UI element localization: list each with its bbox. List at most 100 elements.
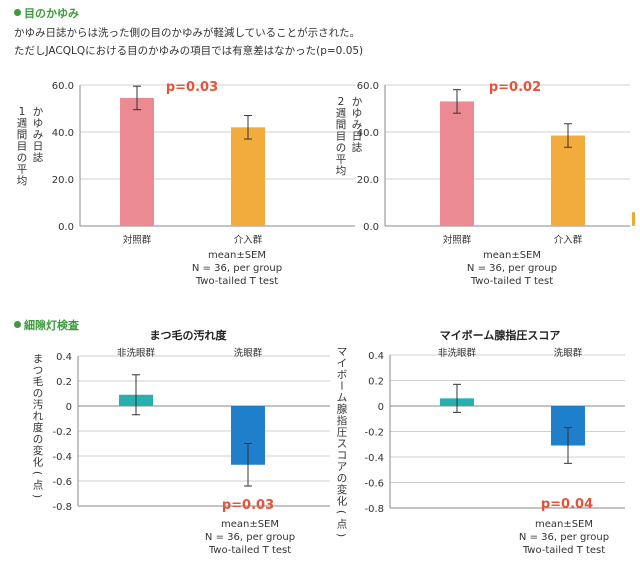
y-tick-label: 60.0 <box>52 81 74 92</box>
y-axis-label: ( <box>31 471 43 475</box>
chart2-notes: mean±SEM N = 36, per group Two-tailed T … <box>422 249 602 288</box>
y-axis-label: ( <box>335 510 347 514</box>
category-label: 対照群 <box>443 234 472 246</box>
y-axis-label: 均 <box>17 175 28 187</box>
intro-line-1: かゆみ日誌からは洗った側の目のかゆみが軽減していることが示された。 <box>14 27 361 39</box>
note-test: Two-tailed T test <box>470 276 554 287</box>
section-title-itch: 目のかゆみ <box>14 5 79 21</box>
y-tick-label: -0.2 <box>364 428 384 439</box>
p-value-label: p=0.02 <box>489 80 541 95</box>
y-axis-label: 化 <box>337 495 348 508</box>
bullet-icon <box>14 321 21 328</box>
category-label: 非洗眼群 <box>117 347 156 359</box>
y-axis-label: の <box>33 434 44 446</box>
y-axis-label: 目 <box>336 131 347 143</box>
y-axis-label: 化 <box>33 456 44 469</box>
chart4-notes: mean±SEM N = 36, per group Two-tailed T … <box>484 518 640 557</box>
chart-title: まつ毛の汚れ度 <box>150 328 228 342</box>
y-tick-label: 60.0 <box>357 81 379 92</box>
category-label: 介入群 <box>234 234 263 246</box>
y-tick-label: 0.4 <box>56 352 72 363</box>
y-axis-label: 誌 <box>33 151 44 164</box>
y-tick-label: -0.6 <box>364 479 384 490</box>
category-label: 洗眼群 <box>234 347 263 359</box>
bar <box>440 101 474 226</box>
y-axis-label: の <box>33 388 44 400</box>
p-value-label: p=0.04 <box>541 497 593 512</box>
y-axis-label: 点 <box>33 480 44 492</box>
y-axis-label: 点 <box>337 519 348 531</box>
bar <box>231 127 265 226</box>
y-axis-label: 間 <box>336 119 347 131</box>
y-tick-label: 20.0 <box>357 175 379 186</box>
note-test: Two-tailed T test <box>208 545 292 556</box>
intro-line-2: ただしJACQLQにおける目のかゆみの項目では有意差はなかった(p=0.05) <box>14 45 364 57</box>
note-test: Two-tailed T test <box>522 545 606 556</box>
y-axis-label: ゆ <box>33 118 44 130</box>
y-axis-label: 目 <box>17 141 28 153</box>
y-axis-label: 平 <box>17 164 28 176</box>
y-tick-label: -0.4 <box>52 452 72 463</box>
note-stat: mean±SEM <box>220 519 280 530</box>
y-axis-label: マ <box>337 346 348 358</box>
note-stat: mean±SEM <box>482 250 542 261</box>
p-value-label: p=0.03 <box>222 498 274 513</box>
y-axis-label: 週 <box>17 118 28 130</box>
y-axis-label: 度 <box>33 421 44 434</box>
y-axis-label: 汚 <box>33 398 44 411</box>
y-axis-label: 日 <box>33 141 44 153</box>
y-axis-label: ) <box>335 533 347 537</box>
y-axis-label: 圧 <box>337 427 348 439</box>
y-tick-label: 0 <box>378 402 384 413</box>
y-tick-label: -0.4 <box>364 453 384 464</box>
y-axis-label: か <box>352 96 363 108</box>
y-axis-label: 変 <box>337 483 348 496</box>
p-value-label: p=0.03 <box>166 80 218 95</box>
y-tick-label: 40.0 <box>52 128 74 139</box>
y-tick-label: 0.0 <box>363 222 379 233</box>
y-axis-label: ボ <box>337 369 348 381</box>
note-stat: mean±SEM <box>534 519 594 530</box>
section-title-slitlamp: 細隙灯検査 <box>14 317 79 333</box>
y-axis-label: 1 <box>19 106 26 118</box>
note-test: Two-tailed T test <box>195 276 279 287</box>
y-axis-label: 2 <box>338 96 345 108</box>
y-axis-label: 毛 <box>33 376 44 388</box>
y-axis-label: 間 <box>17 129 28 141</box>
y-tick-label: -0.8 <box>364 504 384 515</box>
bullet-icon <box>14 9 21 16</box>
y-axis-label: 平 <box>336 154 347 166</box>
y-axis-label: の <box>336 142 347 154</box>
y-tick-label: -0.2 <box>52 427 72 438</box>
y-axis-label: れ <box>33 411 44 423</box>
y-tick-label: -0.6 <box>52 477 72 488</box>
y-axis-label: 週 <box>336 108 347 120</box>
y-axis-label: つ <box>33 365 44 377</box>
y-axis-label: ー <box>335 380 347 391</box>
y-axis-label: ス <box>337 438 348 450</box>
bar <box>120 97 154 226</box>
y-tick-label: 0.4 <box>368 351 384 362</box>
y-tick-label: 0.2 <box>368 377 384 388</box>
y-tick-label: 20.0 <box>52 175 74 186</box>
y-axis-label: 腺 <box>337 403 348 416</box>
category-label: 非洗眼群 <box>438 347 477 359</box>
note-n: N = 36, per group <box>518 532 610 543</box>
y-axis-label: コ <box>337 450 348 462</box>
y-tick-label: 0.0 <box>58 222 74 233</box>
category-label: 対照群 <box>123 234 152 246</box>
y-axis-label: ま <box>33 353 44 365</box>
category-label: 介入群 <box>554 234 583 246</box>
y-axis-label: ア <box>337 461 348 473</box>
y-axis-label: ) <box>31 494 43 498</box>
y-axis-label: み <box>33 129 44 141</box>
edge-decoration <box>632 212 635 226</box>
y-axis-label: 指 <box>337 414 348 427</box>
y-axis-label: 変 <box>33 444 44 457</box>
y-axis-label: ム <box>337 392 348 404</box>
chart3-notes: mean±SEM N = 36, per group Two-tailed T … <box>170 518 330 557</box>
y-tick-label: 40.0 <box>357 128 379 139</box>
y-tick-label: -0.8 <box>52 502 72 513</box>
y-axis-label: ゆ <box>352 108 363 120</box>
